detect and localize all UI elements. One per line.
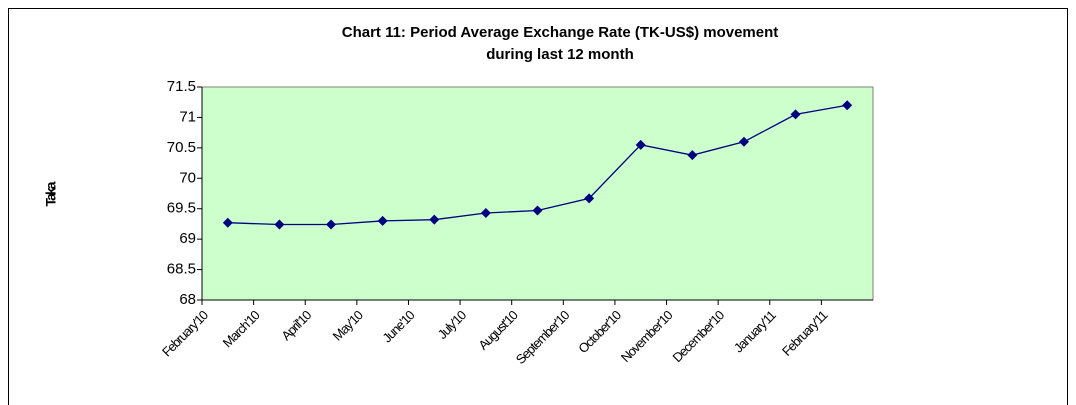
- y-tick-label: 70: [179, 169, 196, 186]
- marker: [790, 109, 801, 120]
- y-tick-label: 68.5: [167, 261, 196, 278]
- chart-title: during last 12 month: [486, 46, 634, 63]
- y-axis-title: Taka: [43, 181, 59, 206]
- y-tick-label: 70.5: [167, 139, 196, 156]
- marker: [842, 100, 853, 111]
- marker: [274, 219, 285, 230]
- marker: [635, 139, 646, 150]
- y-tick-label: 71.5: [167, 78, 196, 95]
- marker: [532, 205, 543, 216]
- marker: [687, 150, 698, 161]
- marker: [326, 219, 337, 230]
- y-tick-label: 68: [179, 291, 196, 308]
- marker: [377, 215, 388, 226]
- marker: [429, 214, 440, 225]
- marker: [738, 136, 749, 147]
- y-tick-label: 71: [179, 108, 196, 125]
- y-tick-label: 69.5: [167, 200, 196, 217]
- plot-area: [201, 86, 874, 301]
- marker: [584, 193, 595, 204]
- marker: [222, 217, 233, 228]
- chart-title: Chart 11: Period Average Exchange Rate (…: [342, 24, 779, 41]
- marker: [480, 207, 491, 218]
- y-tick-label: 69: [179, 230, 196, 247]
